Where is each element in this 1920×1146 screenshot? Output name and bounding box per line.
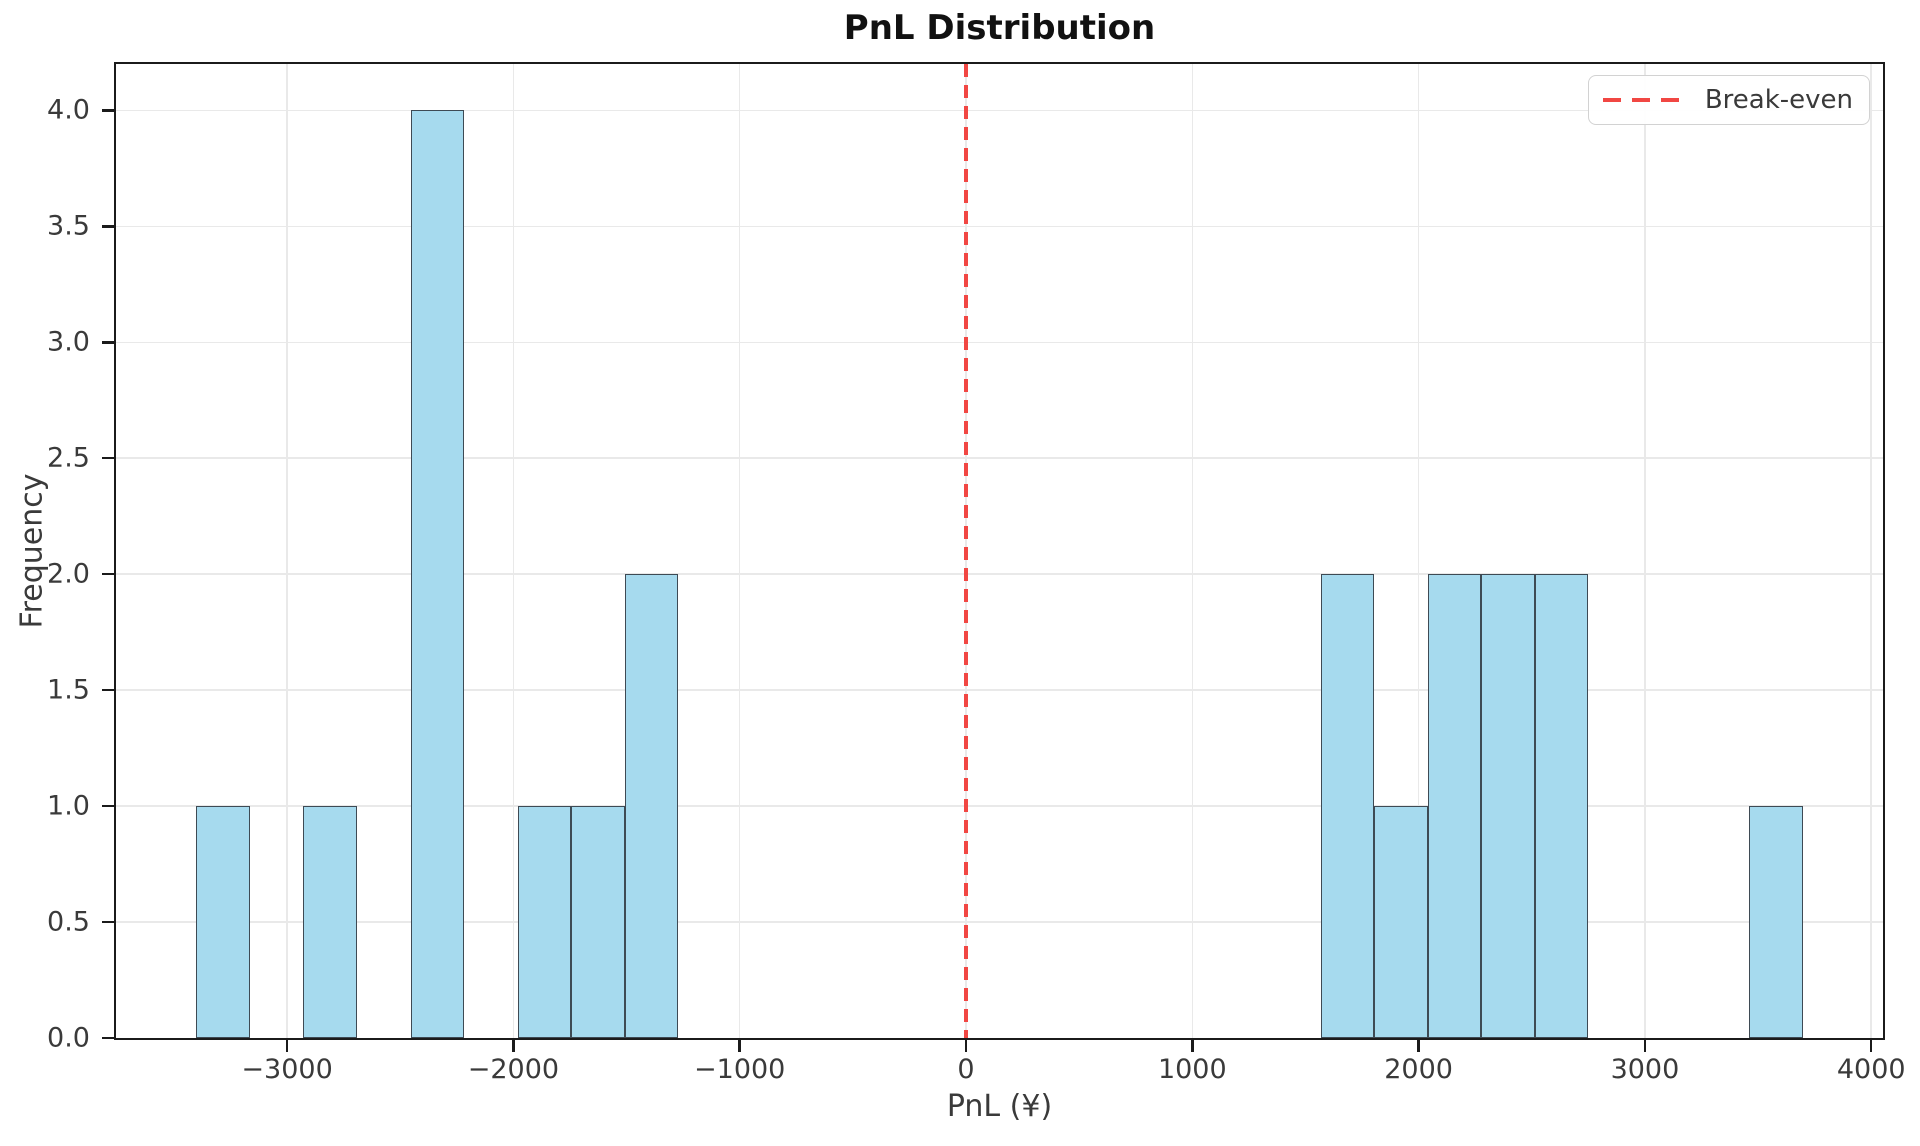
x-tick-mark xyxy=(1869,1040,1873,1052)
y-tick-label: 0.0 xyxy=(47,1022,90,1054)
histogram-bar xyxy=(1374,806,1428,1038)
x-tick-mark xyxy=(1643,1040,1647,1052)
h-gridline xyxy=(116,109,1883,112)
histogram-bar xyxy=(196,806,250,1038)
v-gridline xyxy=(1417,64,1420,1038)
x-tick-mark xyxy=(285,1040,289,1052)
y-tick-label: 2.0 xyxy=(47,558,90,590)
v-gridline xyxy=(1644,64,1646,1038)
y-tick-label: 1.5 xyxy=(47,674,90,706)
y-tick-label: 3.0 xyxy=(47,326,90,358)
histogram-bar xyxy=(303,806,357,1038)
y-tick-label: 3.5 xyxy=(47,210,90,242)
h-gridline xyxy=(116,689,1883,691)
x-tick-label: −2000 xyxy=(467,1054,560,1085)
x-tick-label: −1000 xyxy=(694,1054,786,1085)
h-gridline xyxy=(116,225,1883,228)
x-tick-label: 1000 xyxy=(1157,1054,1227,1085)
histogram-bar xyxy=(624,574,679,1038)
h-gridline xyxy=(116,805,1883,807)
histogram-bar xyxy=(1481,574,1535,1038)
histogram-bar xyxy=(517,806,572,1038)
y-tick-mark xyxy=(102,109,114,112)
x-tick-label: −3000 xyxy=(241,1054,333,1085)
y-tick-mark xyxy=(102,456,114,460)
y-tick-mark xyxy=(102,920,114,924)
y-tick-mark xyxy=(102,341,114,344)
chart-title: PnL Distribution xyxy=(843,8,1156,48)
y-axis-label: Frequency xyxy=(14,473,50,629)
break-even-line xyxy=(964,64,968,1038)
v-gridline xyxy=(738,64,741,1038)
legend: Break-even xyxy=(1587,75,1870,125)
histogram-bar xyxy=(571,806,625,1038)
y-tick-label: 4.0 xyxy=(47,94,90,126)
x-tick-label: 4000 xyxy=(1836,1054,1906,1085)
x-tick-label: 2000 xyxy=(1384,1054,1453,1085)
x-tick-mark xyxy=(738,1040,741,1052)
y-tick-mark xyxy=(102,688,114,692)
y-tick-mark xyxy=(102,1036,114,1040)
v-gridline xyxy=(512,64,515,1038)
v-gridline xyxy=(286,64,288,1038)
histogram-bar xyxy=(1427,574,1482,1038)
v-gridline xyxy=(1870,64,1872,1038)
legend-label: Break-even xyxy=(1704,85,1853,115)
y-tick-mark xyxy=(102,804,114,808)
dashed-line-sample-icon xyxy=(1602,98,1687,102)
histogram-bar xyxy=(1749,806,1803,1038)
y-tick-mark xyxy=(102,225,114,228)
x-tick-label: 3000 xyxy=(1610,1054,1680,1085)
h-gridline xyxy=(116,573,1883,575)
h-gridline xyxy=(116,457,1883,459)
x-axis-label: PnL (¥) xyxy=(946,1089,1053,1124)
y-tick-label: 2.5 xyxy=(47,442,90,474)
y-tick-label: 0.5 xyxy=(47,906,90,938)
x-tick-mark xyxy=(1417,1040,1420,1052)
histogram-bar xyxy=(1320,574,1375,1038)
histogram-bar xyxy=(410,110,465,1038)
y-tick-mark xyxy=(102,572,114,576)
histogram-bar xyxy=(1534,574,1589,1038)
x-tick-mark xyxy=(1191,1040,1194,1052)
h-gridline xyxy=(116,341,1883,344)
x-tick-mark xyxy=(964,1040,968,1052)
x-tick-label: 0 xyxy=(957,1054,975,1085)
v-gridline xyxy=(1191,64,1194,1038)
x-tick-mark xyxy=(512,1040,515,1052)
h-gridline xyxy=(116,921,1883,923)
plot-area: Break-even 0.0 0.5 1.0 1.5 2.0 2.5 3.0 3.5 4.0 −3… xyxy=(47,62,1906,1085)
y-tick-label: 1.0 xyxy=(47,790,90,822)
